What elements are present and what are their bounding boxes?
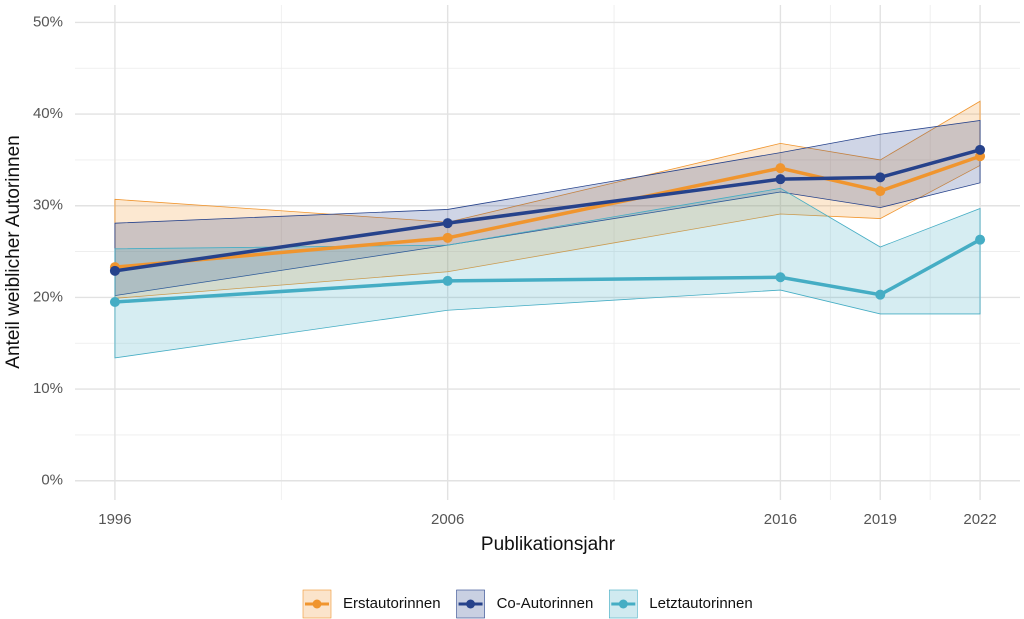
legend-label: Letztautorinnen bbox=[649, 595, 752, 612]
x-axis-title: Publikationsjahr bbox=[481, 534, 616, 555]
x-tick-label: 1996 bbox=[98, 511, 131, 528]
data-point bbox=[875, 172, 886, 183]
x-tick-label: 2016 bbox=[764, 511, 797, 528]
data-point bbox=[109, 297, 120, 307]
data-point bbox=[975, 144, 986, 155]
y-tick-label: 50% bbox=[33, 13, 63, 30]
y-tick-label: 40% bbox=[33, 105, 63, 122]
legend-dot bbox=[466, 599, 476, 609]
legend-dot bbox=[618, 599, 628, 609]
x-tick-label: 2006 bbox=[431, 511, 464, 528]
data-point bbox=[442, 218, 453, 229]
data-point bbox=[875, 186, 886, 197]
legend-label: Erstautorinnen bbox=[343, 595, 441, 612]
data-point bbox=[775, 272, 786, 283]
data-point bbox=[442, 232, 453, 243]
confidence-band bbox=[114, 120, 981, 297]
confidence-band bbox=[114, 187, 981, 359]
y-tick-label: 30% bbox=[33, 197, 63, 214]
y-tick-label: 10% bbox=[33, 380, 63, 397]
x-tick-label: 2019 bbox=[864, 511, 897, 528]
legend-dot bbox=[312, 599, 322, 609]
data-point bbox=[875, 289, 886, 300]
legend: Erstautorinnen Co-Autorinnen Letztautorinn… bbox=[302, 589, 753, 619]
data-point bbox=[775, 174, 786, 185]
x-tick-label: 2022 bbox=[963, 511, 996, 528]
legend-label: Co-Autorinnen bbox=[497, 595, 594, 612]
grid bbox=[75, 5, 1020, 500]
y-tick-label: 20% bbox=[33, 288, 63, 305]
y-tick-label: 0% bbox=[41, 472, 63, 489]
data-point bbox=[975, 234, 986, 245]
data-point bbox=[775, 163, 786, 174]
data-point bbox=[109, 265, 120, 276]
data-point bbox=[442, 275, 453, 286]
y-axis-title: Anteil weiblicher Autorinnen bbox=[3, 135, 24, 368]
